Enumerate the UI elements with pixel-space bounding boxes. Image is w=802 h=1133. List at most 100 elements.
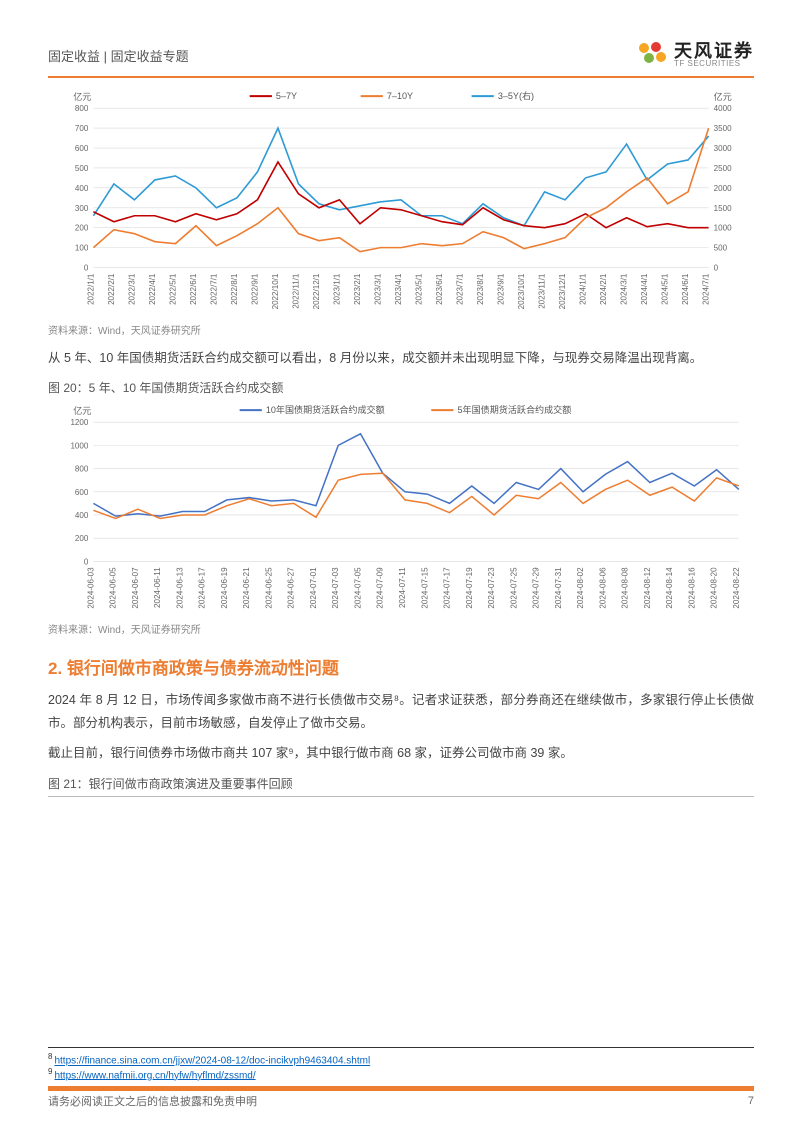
svg-text:2024-08-08: 2024-08-08 xyxy=(621,567,630,609)
svg-text:2022/8/1: 2022/8/1 xyxy=(230,273,239,305)
logo-name-en: TF SECURITIES xyxy=(674,60,754,68)
svg-text:2022/10/1: 2022/10/1 xyxy=(271,273,280,309)
svg-text:2024-07-05: 2024-07-05 xyxy=(353,567,362,609)
svg-text:1500: 1500 xyxy=(714,204,732,213)
svg-text:2024-07-19: 2024-07-19 xyxy=(465,567,474,609)
svg-text:2022/9/1: 2022/9/1 xyxy=(250,273,259,305)
svg-text:2024-06-13: 2024-06-13 xyxy=(175,567,184,609)
svg-text:2024-06-25: 2024-06-25 xyxy=(264,567,273,609)
svg-text:0: 0 xyxy=(84,264,89,273)
svg-text:200: 200 xyxy=(75,535,89,544)
header-category: 固定收益 | 固定收益专题 xyxy=(48,46,189,65)
figure-21-title: 图 21：银行间做市商政策演进及重要事件回顾 xyxy=(48,775,754,797)
svg-text:2500: 2500 xyxy=(714,164,732,173)
svg-text:2024-07-23: 2024-07-23 xyxy=(487,567,496,609)
svg-text:亿元: 亿元 xyxy=(73,91,91,102)
footnote-9: 9https://www.nafmii.org.cn/hyfw/hyflmd/z… xyxy=(48,1067,754,1081)
svg-text:5年国债期货活跃合约成交额: 5年国债期货活跃合约成交额 xyxy=(457,405,571,416)
svg-text:700: 700 xyxy=(75,124,89,133)
svg-text:3500: 3500 xyxy=(714,124,732,133)
page-number: 7 xyxy=(748,1095,754,1107)
svg-text:2024-07-15: 2024-07-15 xyxy=(420,567,429,609)
svg-text:2022/7/1: 2022/7/1 xyxy=(209,273,218,305)
page-footer: 请务必阅读正文之后的信息披露和免责申明 7 xyxy=(48,1086,754,1109)
paragraph-1: 从 5 年、10 年国债期货活跃合约成交额可以看出，8 月份以来，成交额并未出现… xyxy=(48,347,754,370)
svg-text:2023/6/1: 2023/6/1 xyxy=(435,273,444,305)
svg-text:5–7Y: 5–7Y xyxy=(276,91,297,101)
figure-20-title: 图 20：5 年、10 年国债期货活跃合约成交额 xyxy=(48,379,754,396)
svg-text:800: 800 xyxy=(75,465,89,474)
company-logo: 天风证券 TF SECURITIES xyxy=(634,40,754,70)
svg-text:2024-06-03: 2024-06-03 xyxy=(86,567,95,609)
svg-text:500: 500 xyxy=(75,164,89,173)
chart-2: 020040060080010001200亿元2024-06-032024-06… xyxy=(48,400,754,617)
svg-text:2024/2/1: 2024/2/1 xyxy=(599,273,608,305)
svg-text:2024-07-03: 2024-07-03 xyxy=(331,567,340,609)
svg-text:2024-07-25: 2024-07-25 xyxy=(509,567,518,609)
chart-1: 0100200300400500600700800050010001500200… xyxy=(48,86,754,318)
svg-text:2024-08-06: 2024-08-06 xyxy=(598,567,607,609)
svg-text:2024/7/1: 2024/7/1 xyxy=(702,273,711,305)
svg-text:10年国债期货活跃合约成交额: 10年国债期货活跃合约成交额 xyxy=(266,405,385,416)
svg-text:2024-08-12: 2024-08-12 xyxy=(643,567,652,609)
svg-text:2023/10/1: 2023/10/1 xyxy=(517,273,526,309)
svg-text:400: 400 xyxy=(75,184,89,193)
svg-text:2023/8/1: 2023/8/1 xyxy=(476,273,485,305)
svg-text:2024-06-19: 2024-06-19 xyxy=(220,567,229,609)
svg-text:2024-06-27: 2024-06-27 xyxy=(287,567,296,609)
svg-text:2024-07-29: 2024-07-29 xyxy=(532,567,541,609)
paragraph-2: 2024 年 8 月 12 日，市场传闻多家做市商不进行长债做市交易⁸。记者求证… xyxy=(48,689,754,734)
logo-icon xyxy=(634,40,668,70)
page-header: 固定收益 | 固定收益专题 天风证券 TF SECURITIES xyxy=(48,40,754,78)
svg-text:2024/6/1: 2024/6/1 xyxy=(681,273,690,305)
footnote-8: 8https://finance.sina.com.cn/jjxw/2024-0… xyxy=(48,1052,754,1066)
svg-text:2024/5/1: 2024/5/1 xyxy=(661,273,670,305)
svg-text:1000: 1000 xyxy=(70,442,88,451)
svg-text:2024-07-31: 2024-07-31 xyxy=(554,567,563,609)
svg-text:3–5Y(右): 3–5Y(右) xyxy=(498,90,534,101)
svg-text:800: 800 xyxy=(75,104,89,113)
svg-text:2023/7/1: 2023/7/1 xyxy=(456,273,465,305)
footnote-8-link[interactable]: https://finance.sina.com.cn/jjxw/2024-08… xyxy=(54,1056,370,1067)
svg-text:2023/11/1: 2023/11/1 xyxy=(538,273,547,309)
svg-text:亿元: 亿元 xyxy=(714,91,732,102)
svg-text:600: 600 xyxy=(75,488,89,497)
svg-text:300: 300 xyxy=(75,204,89,213)
svg-text:2024-08-16: 2024-08-16 xyxy=(687,567,696,609)
svg-text:2024-06-07: 2024-06-07 xyxy=(131,567,140,609)
svg-text:2024-08-02: 2024-08-02 xyxy=(576,567,585,609)
chart-1-container: 0100200300400500600700800050010001500200… xyxy=(48,86,754,337)
svg-text:200: 200 xyxy=(75,224,89,233)
svg-text:2024/3/1: 2024/3/1 xyxy=(620,273,629,305)
svg-text:2024-06-05: 2024-06-05 xyxy=(109,567,118,609)
svg-text:2023/3/1: 2023/3/1 xyxy=(373,273,382,305)
svg-text:2023/5/1: 2023/5/1 xyxy=(415,273,424,305)
svg-text:2022/11/1: 2022/11/1 xyxy=(291,273,300,309)
footnotes: 8https://finance.sina.com.cn/jjxw/2024-0… xyxy=(48,1047,754,1081)
chart-1-source: 资料来源：Wind，天风证券研究所 xyxy=(48,322,754,337)
svg-text:2024-08-14: 2024-08-14 xyxy=(665,567,674,609)
footnote-9-link[interactable]: https://www.nafmii.org.cn/hyfw/hyflmd/zs… xyxy=(54,1070,255,1081)
svg-text:2024-08-22: 2024-08-22 xyxy=(732,567,741,609)
svg-text:2022/6/1: 2022/6/1 xyxy=(189,273,198,305)
paragraph-3: 截止目前，银行间债券市场做市商共 107 家⁹，其中银行做市商 68 家，证券公… xyxy=(48,742,754,765)
svg-text:2024-07-11: 2024-07-11 xyxy=(398,567,407,608)
svg-text:3000: 3000 xyxy=(714,144,732,153)
svg-text:2024-07-09: 2024-07-09 xyxy=(376,567,385,609)
chart-2-source: 资料来源：Wind，天风证券研究所 xyxy=(48,621,754,636)
svg-text:7–10Y: 7–10Y xyxy=(387,91,413,101)
svg-text:2024/4/1: 2024/4/1 xyxy=(640,273,649,305)
svg-text:2024/1/1: 2024/1/1 xyxy=(579,273,588,305)
svg-text:2023/1/1: 2023/1/1 xyxy=(332,273,341,305)
svg-text:2022/12/1: 2022/12/1 xyxy=(312,273,321,309)
svg-text:2022/5/1: 2022/5/1 xyxy=(168,273,177,305)
svg-text:1000: 1000 xyxy=(714,224,732,233)
svg-text:500: 500 xyxy=(714,244,728,253)
section-2-title: 2. 银行间做市商政策与债券流动性问题 xyxy=(48,654,754,679)
svg-text:2024-08-20: 2024-08-20 xyxy=(710,567,719,609)
svg-text:600: 600 xyxy=(75,144,89,153)
svg-text:2022/3/1: 2022/3/1 xyxy=(127,273,136,305)
footer-disclaimer: 请务必阅读正文之后的信息披露和免责申明 xyxy=(48,1093,257,1109)
svg-text:2023/12/1: 2023/12/1 xyxy=(558,273,567,309)
svg-text:2023/2/1: 2023/2/1 xyxy=(353,273,362,305)
